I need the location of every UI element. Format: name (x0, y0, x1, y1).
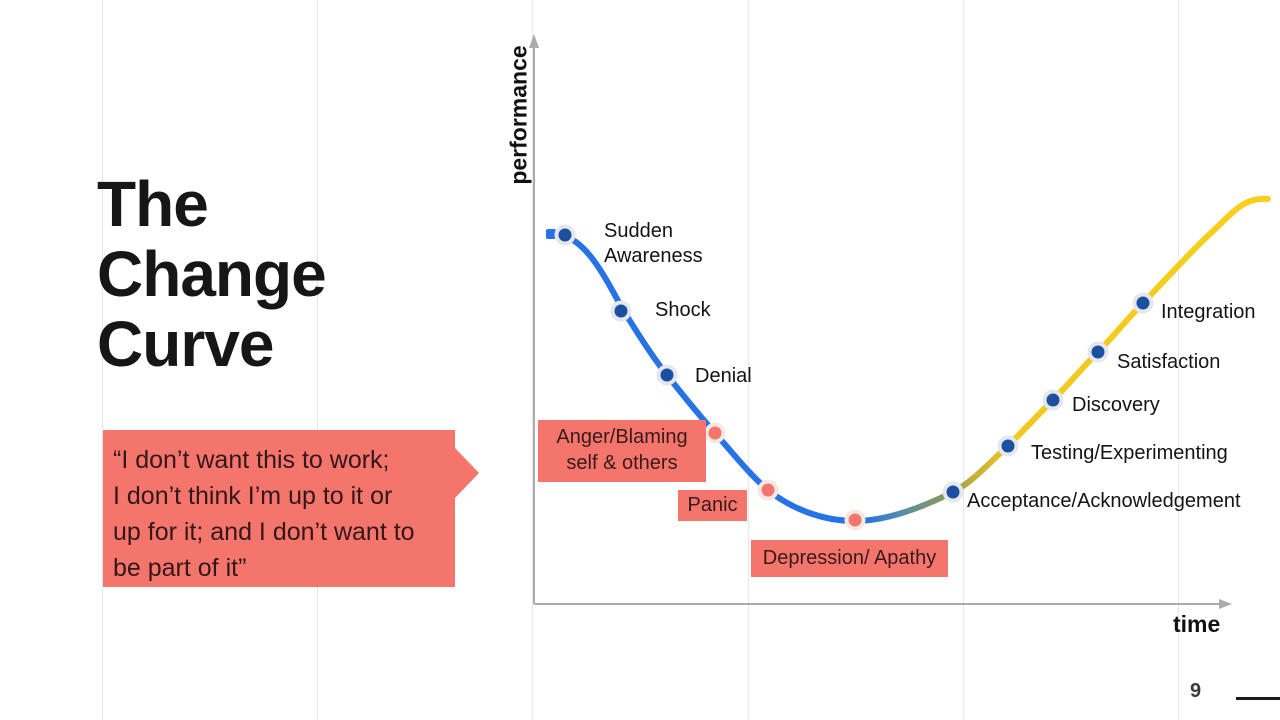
quote-bubble: “I don’t want this to work; I don’t thin… (103, 430, 455, 587)
vertical-gridline (317, 0, 318, 720)
title-line: Curve (97, 307, 274, 380)
label-acceptance: Acceptance/Acknowledgement (967, 490, 1241, 512)
x-axis-arrow-icon (1219, 599, 1232, 609)
label-discovery: Discovery (1072, 394, 1160, 416)
vertical-gridline (963, 0, 964, 720)
time-axis-label: time (1173, 611, 1221, 637)
stage-dot-depression (848, 513, 862, 527)
page-title: The Change Curve (97, 167, 327, 380)
stage-dot-shock (614, 304, 628, 318)
label-satisfaction: Satisfaction (1117, 351, 1221, 373)
vertical-gridline (102, 0, 103, 720)
quote-line: up for it; and I don’t want to (113, 518, 415, 546)
speech-bubble-tail (455, 448, 479, 498)
quote-line: I don’t think I’m up to it or (113, 482, 393, 510)
performance-axis-label: performance (505, 45, 532, 185)
title-line: The (97, 167, 209, 240)
stage-dots-navy (554, 224, 1154, 503)
label-sudden-awareness: Sudden Awareness (604, 220, 703, 267)
vertical-gridline (1178, 0, 1179, 720)
stage-dot-satisfaction (1091, 345, 1105, 359)
quote-text: “I don’t want this to work; I don’t thin… (103, 430, 455, 586)
page-number: 9 (1190, 680, 1202, 702)
stage-dots-salmon (704, 422, 866, 531)
y-axis-arrow-icon (529, 34, 539, 48)
stage-dot-discovery (1046, 393, 1060, 407)
curve-start-marker (546, 229, 556, 239)
label-shock: Shock (655, 299, 711, 321)
quote-line: be part of it” (113, 554, 247, 582)
stage-dot-denial (660, 368, 674, 382)
label-testing: Testing/Experimenting (1031, 442, 1228, 464)
label-integration: Integration (1161, 301, 1256, 323)
label-anger-highlight: Anger/Blaming self & others (538, 420, 706, 482)
quote-line: “I don’t want this to work; (113, 446, 390, 474)
label-panic-highlight: Panic (678, 490, 747, 521)
title-line: Change (97, 237, 327, 310)
vertical-gridline (532, 0, 533, 720)
stage-dot-panic (761, 483, 775, 497)
stage-dot-sudden-awareness (558, 228, 572, 242)
stage-dot-integration (1136, 296, 1150, 310)
label-denial: Denial (695, 365, 752, 387)
vertical-gridline (748, 0, 749, 720)
stage-dot-testing (1001, 439, 1015, 453)
stage-dot-anger (708, 426, 722, 440)
stage-dot-acceptance (946, 485, 960, 499)
page-number-rule (1236, 697, 1280, 700)
label-depression-highlight: Depression/ Apathy (751, 540, 948, 577)
